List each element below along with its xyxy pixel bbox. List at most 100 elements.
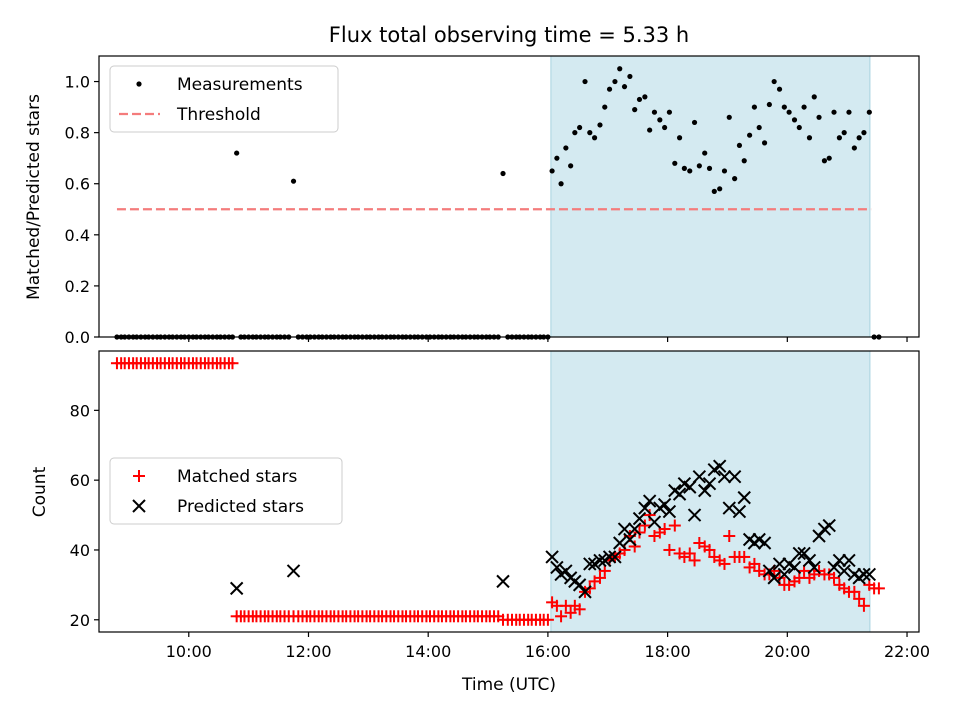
measurement-point <box>756 124 762 131</box>
observing-window-band <box>550 350 871 633</box>
y-tick-label: 1.0 <box>65 73 90 92</box>
predicted-star-point <box>812 529 826 543</box>
measurement-point <box>636 96 643 103</box>
predicted-star-point <box>837 564 851 578</box>
x-axis-label: Time (UTC) <box>461 675 556 695</box>
measurement-point <box>741 158 747 164</box>
predicted-star-point <box>550 560 564 575</box>
predicted-star-point <box>712 459 727 473</box>
measurement-point <box>597 122 603 128</box>
x-tick-label: 10:00 <box>166 642 212 661</box>
predicted-star-point <box>772 557 787 571</box>
predicted-star-point <box>627 522 642 536</box>
measurement-point <box>672 160 678 166</box>
matched-star-point <box>643 509 656 522</box>
measurement-point <box>711 188 717 194</box>
predicted-star-point <box>623 532 637 547</box>
measurement-point <box>234 150 240 156</box>
top-y-axis-ticks: 0.0 0.2 0.4 0.6 0.8 1.0 <box>65 73 99 347</box>
measurement-point <box>691 119 698 126</box>
matched-star-point <box>658 523 671 536</box>
measurement-point <box>747 132 753 138</box>
matched-star-point <box>688 554 701 567</box>
predicted-star-point <box>632 511 647 526</box>
matched-star-point <box>718 557 731 570</box>
predicted-star-point <box>832 553 847 568</box>
measurement-point <box>558 181 564 187</box>
measurement-point <box>563 145 569 151</box>
predicted-star-point <box>827 560 841 575</box>
x-tick-label: 20:00 <box>764 642 810 661</box>
bottom-y-axis-ticks: 20 40 60 80 <box>70 401 99 630</box>
top-panel: 0.0 0.2 0.4 0.6 0.8 1.0 Matched/Predicted sta… <box>24 55 920 347</box>
measurement-point <box>662 124 668 131</box>
x-tick-label: 22:00 <box>884 642 930 661</box>
x-tick-label: 14:00 <box>405 642 451 661</box>
bottom-x-axis-ticks: 10:00 12:00 14:00 16:00 18:00 20:00 22:00 <box>166 632 930 661</box>
chart-title: Flux total observing time = 5.33 h <box>329 23 689 47</box>
y-tick-label: 0.4 <box>65 226 90 245</box>
measurement-point <box>821 158 828 164</box>
predicted-star-point <box>657 497 672 512</box>
matched-star-point <box>738 550 751 563</box>
y-tick-label: 40 <box>70 541 90 560</box>
predicted-star-point <box>608 550 622 564</box>
measurement-point <box>651 109 658 115</box>
measurement-point <box>627 73 633 80</box>
matched-star-point <box>663 543 676 556</box>
top-y-axis-label: Matched/Predicted stars <box>24 94 44 300</box>
predicted-star-point <box>702 476 717 491</box>
measurement-point <box>726 114 732 120</box>
measurement-point <box>796 124 802 131</box>
matched-star-point <box>541 613 554 626</box>
measurement-point <box>717 186 723 192</box>
measurement-point <box>642 94 648 100</box>
measurement-point <box>290 178 297 184</box>
measurement-point <box>861 130 867 136</box>
y-tick-label: 0.2 <box>65 277 90 296</box>
predicted-star-point <box>862 567 877 582</box>
x-tick-label: 12:00 <box>285 642 331 661</box>
predicted-star-point <box>857 567 871 582</box>
measurement-point <box>676 135 683 141</box>
matched-star-point <box>573 603 586 616</box>
measurement-point <box>696 163 702 169</box>
predicted-star-point <box>787 560 802 575</box>
predicted-star-point <box>229 581 244 596</box>
measurement-point <box>612 78 618 85</box>
measurement-point <box>846 109 852 115</box>
predicted-star-point <box>683 480 697 494</box>
predicted-stars-legend-marker <box>132 499 146 513</box>
bottom-legend: Matched stars Predicted stars <box>109 457 343 525</box>
predicted-star-point <box>762 564 777 578</box>
measurement-point <box>801 104 807 110</box>
measurement-point <box>591 135 598 141</box>
matched-star-point <box>703 543 716 556</box>
matched-star-point <box>723 530 736 543</box>
measurement-point <box>776 86 783 92</box>
predicted-star-point <box>717 469 732 484</box>
predicted-star-point <box>545 550 559 564</box>
x-tick-label: 16:00 <box>525 642 571 661</box>
measurement-point <box>736 142 743 149</box>
top-legend: Measurements Threshold <box>109 65 339 133</box>
predicted-star-point <box>662 504 677 519</box>
measurement-point <box>721 168 728 174</box>
predicted-star-point <box>802 553 817 568</box>
measurement-point <box>681 165 687 171</box>
matched-star-point <box>638 519 651 532</box>
predicted-star-point <box>692 469 707 484</box>
matched-star-point <box>564 606 577 619</box>
measurement-point <box>781 104 787 110</box>
matched-star-point <box>872 582 885 595</box>
measurement-point <box>568 163 574 169</box>
predicted-star-point <box>593 553 607 568</box>
predicted-star-point <box>638 501 652 515</box>
matched-star-point <box>226 357 239 370</box>
measurement-point <box>621 84 628 90</box>
matched-stars-legend-label: Matched stars <box>177 467 297 487</box>
predicted-star-point <box>613 536 627 550</box>
measurement-point <box>577 124 583 131</box>
measurement-point <box>732 176 738 182</box>
